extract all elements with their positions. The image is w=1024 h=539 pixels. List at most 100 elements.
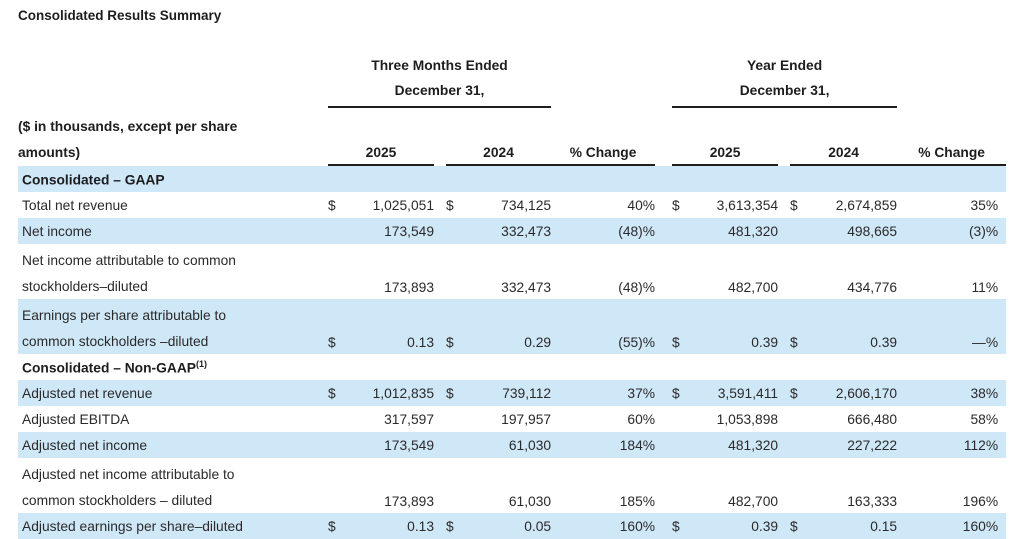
cell-value: 197,957 (501, 411, 552, 427)
row-label: Adjusted net income (18, 432, 328, 458)
spacer (434, 192, 446, 218)
cell-pct-change: —% (897, 299, 1007, 354)
cell-value: 0.39 (690, 299, 779, 354)
cell-pct-change: (48)% (618, 280, 656, 295)
cell-pct-change: 184% (551, 432, 656, 458)
cell-currency (328, 406, 346, 432)
cell-currency: $ (328, 299, 346, 354)
cell-value: 0.29 (464, 299, 552, 354)
cell-currency: $ (446, 380, 464, 406)
table-row-adjusted-ebitda: Adjusted EBITDA 317,597 197,957 60% 1,05… (18, 406, 1006, 432)
row-label: Adjusted net income attributable to comm… (18, 458, 328, 513)
spacer (434, 107, 446, 165)
cell-value: 498,665 (808, 218, 898, 244)
spacer (778, 380, 791, 406)
cell-value: 0.39 (690, 513, 779, 539)
spacer (778, 458, 790, 513)
table-row-total-net-revenue: Total net revenue $ 1,025,051 $ 734,125 … (18, 192, 1006, 218)
cell-currency: $ (790, 299, 809, 354)
cell-pct-change: 160% (897, 513, 1007, 539)
cell-value: 481,320 (690, 218, 779, 244)
cell-value: 0.15 (808, 513, 898, 539)
table-row-adjusted-eps-diluted: Adjusted earnings per share–diluted $ 0.… (18, 513, 1007, 539)
cell-currency: $ (328, 513, 346, 539)
cell-currency (446, 244, 464, 299)
row-label-line2: common stockholders –diluted (22, 333, 209, 349)
cell-pct-change: (55)% (551, 299, 656, 354)
cell-currency (672, 406, 690, 432)
cell-value: 173,893 (384, 280, 434, 295)
column-header-q-2025: 2025 (328, 107, 434, 166)
cell-value: 0.13 (346, 513, 434, 539)
cell-value: 3,591,411 (690, 380, 779, 406)
section-label: Consolidated – GAAP (18, 165, 1007, 192)
cell-pct-change: 60% (627, 411, 656, 427)
spacer (655, 107, 672, 165)
cell-value: 734,125 (501, 197, 552, 213)
table-row-net-income-attributable: Net income attributable to common stockh… (18, 244, 1006, 299)
cell-value: 317,597 (384, 411, 434, 427)
cell-pct-change: 185% (619, 494, 656, 509)
table-row-net-income: Net income 173,549 332,473 (48)% 481,320… (18, 218, 1007, 244)
column-header-y-pct-change: % Change (897, 107, 1007, 166)
row-label-line1: Net income attributable to common (22, 253, 236, 268)
group-header-line1: Year Ended (746, 58, 823, 73)
cell-currency (446, 432, 464, 458)
spacer (434, 406, 446, 432)
table-row-adjusted-net-revenue: Adjusted net revenue $ 1,012,835 $ 739,1… (18, 380, 1007, 406)
spacer (18, 50, 328, 107)
row-label: Net income (18, 218, 328, 244)
cell-pct-change: 58% (970, 411, 999, 427)
table-row-eps-attributable: Earnings per share attributable to commo… (18, 299, 1007, 354)
cell-value: 434,776 (847, 280, 898, 295)
group-header-year-ended: Year Ended December 31, (672, 50, 898, 108)
cell-currency (672, 244, 690, 299)
spacer (655, 406, 672, 432)
spacer (434, 513, 446, 539)
row-label: Earnings per share attributable to commo… (18, 299, 328, 354)
cell-value: 173,549 (346, 432, 434, 458)
row-label: Net income attributable to common stockh… (18, 244, 328, 299)
spacer (655, 299, 673, 354)
group-header-line2: December 31, (394, 83, 485, 98)
section-label: Consolidated – Non-GAAP(1) (18, 354, 1006, 380)
cell-currency (446, 458, 464, 513)
cell-pct-change: 160% (551, 513, 656, 539)
consolidated-results-table: Three Months Ended December 31, Year End… (18, 50, 1007, 539)
cell-value: 61,030 (508, 494, 552, 509)
row-label: Adjusted net revenue (18, 380, 328, 406)
page-title: Consolidated Results Summary (18, 8, 222, 23)
cell-currency: $ (672, 299, 691, 354)
section-row-gaap: Consolidated – GAAP (18, 165, 1007, 192)
spacer (434, 218, 446, 244)
row-label-line2: stockholders–diluted (22, 278, 148, 294)
cell-value: 1,025,051 (372, 197, 434, 213)
column-header-y-2024: 2024 (790, 107, 898, 166)
cell-value: 481,320 (690, 432, 779, 458)
spacer (551, 50, 655, 107)
section-label-text: Consolidated – Non-GAAP (22, 360, 196, 376)
cell-value: 0.05 (464, 513, 552, 539)
group-header-line2: December 31, (739, 83, 830, 98)
cell-currency: $ (790, 197, 798, 213)
spacer (655, 458, 672, 513)
cell-pct-change: (3)% (897, 218, 1007, 244)
cell-value: 482,700 (728, 280, 779, 295)
cell-value: 482,700 (728, 494, 779, 509)
spacer (897, 50, 1006, 107)
cell-value: 173,549 (346, 218, 434, 244)
cell-currency (790, 218, 809, 244)
cell-value: 332,473 (501, 280, 552, 295)
cell-value: 0.39 (808, 299, 898, 354)
group-header-line1: Three Months Ended (371, 58, 508, 73)
cell-pct-change: 38% (897, 380, 1007, 406)
row-label-line2: common stockholders – diluted (22, 492, 213, 508)
spacer (655, 50, 672, 107)
spacer (778, 244, 790, 299)
cell-currency: $ (328, 380, 346, 406)
section-label-text: Consolidated – GAAP (22, 172, 165, 188)
cell-value: 3,613,354 (716, 197, 779, 213)
cell-pct-change: (48)% (551, 218, 656, 244)
cell-currency: $ (446, 299, 464, 354)
